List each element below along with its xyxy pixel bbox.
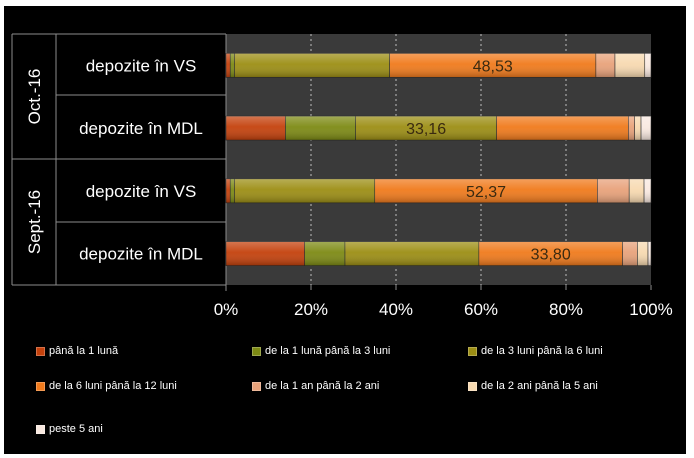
data-label: 48,53 (473, 58, 513, 75)
category-label: depozite în VS (86, 182, 197, 201)
bar-gloss (230, 53, 235, 78)
x-tick-label: 80% (549, 300, 583, 319)
bar-gloss (304, 241, 345, 266)
bar-gloss (478, 241, 623, 266)
bar-gloss (226, 241, 305, 266)
bar-gloss (230, 178, 235, 203)
x-tick-label: 100% (629, 300, 672, 319)
bar-gloss (644, 178, 651, 203)
category-label: depozite în MDL (79, 245, 203, 264)
bar-gloss (345, 241, 479, 266)
bar-gloss (234, 53, 390, 78)
bar-gloss (234, 178, 375, 203)
bar-gloss (622, 241, 638, 266)
category-label: depozite în MDL (79, 119, 203, 138)
bar-gloss (595, 53, 616, 78)
bar-gloss (226, 116, 286, 141)
category-label: depozite în VS (86, 56, 197, 75)
bar-gloss (629, 178, 645, 203)
data-label: 33,80 (531, 247, 571, 264)
bar-gloss (648, 241, 651, 266)
bar-gloss (634, 116, 642, 141)
x-tick-label: 40% (379, 300, 413, 319)
group-label: Sept.-16 (25, 190, 44, 254)
bar-gloss (615, 53, 645, 78)
bar-gloss (637, 241, 649, 266)
bar-gloss (597, 178, 630, 203)
bar-gloss (355, 116, 497, 141)
bar-gloss (641, 116, 651, 141)
bar-gloss (374, 178, 598, 203)
bar-gloss (628, 116, 635, 141)
bar-gloss (389, 53, 596, 78)
x-tick-label: 60% (464, 300, 498, 319)
bar-gloss (496, 116, 629, 141)
bar-gloss (226, 178, 231, 203)
group-label: Oct.-16 (25, 69, 44, 125)
bar-gloss (226, 53, 231, 78)
x-tick-label: 0% (214, 300, 239, 319)
bar-gloss (644, 53, 651, 78)
bar-gloss (285, 116, 356, 141)
x-tick-label: 20% (294, 300, 328, 319)
data-label: 52,37 (466, 184, 506, 201)
data-label: 33,16 (406, 121, 446, 138)
